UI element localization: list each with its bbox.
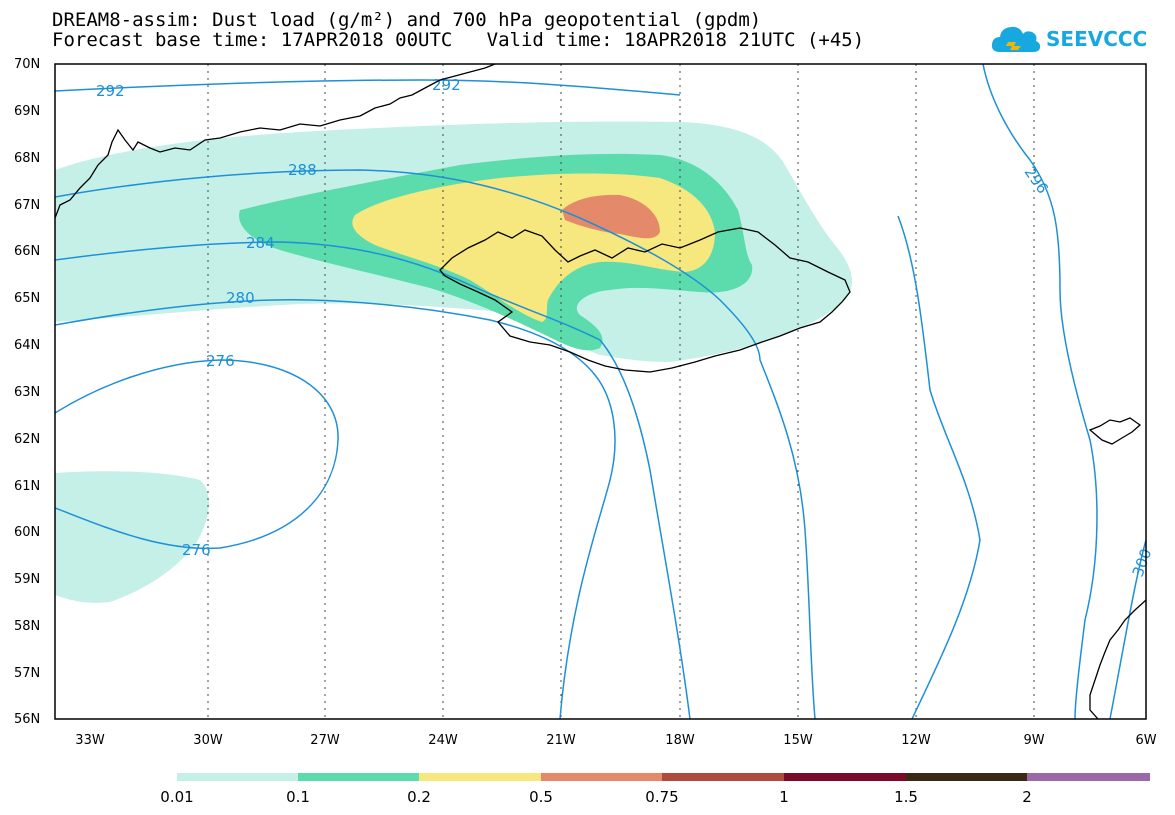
lat-label: 69N — [14, 104, 40, 119]
latitude-labels: 70N 69N 68N 67N 66N 65N 64N 63N 62N 61N … — [14, 57, 40, 727]
legend-label: 1.5 — [894, 788, 918, 806]
lat-label: 58N — [14, 619, 40, 634]
lat-label: 64N — [14, 338, 40, 353]
contour-label-284: 284 — [246, 234, 275, 252]
legend-label: 0.01 — [160, 788, 193, 806]
dust-load-field — [55, 121, 853, 603]
contour-label-300: 300 — [1129, 546, 1156, 579]
legend-label: 1 — [779, 788, 789, 806]
lon-label: 21W — [546, 733, 576, 748]
greenland-coast — [55, 64, 496, 219]
contour-label-280: 280 — [226, 289, 255, 307]
lon-label: 33W — [75, 733, 105, 748]
dust-region-0.01-south — [55, 471, 210, 603]
logo-text: SEEVCCC — [1046, 27, 1148, 51]
contour-label-288: 288 — [288, 161, 317, 179]
contour-288 — [55, 169, 816, 719]
plot-frame — [54, 63, 1147, 720]
faroe-islands — [1088, 417, 1142, 445]
lat-label: 65N — [14, 291, 40, 306]
legend-swatch-4 — [541, 773, 662, 781]
lon-label: 30W — [193, 733, 223, 748]
legend-swatch-1 — [177, 773, 298, 781]
dust-region-0.5 — [562, 194, 660, 239]
legend-label: 2 — [1022, 788, 1032, 806]
lat-label: 66N — [14, 244, 40, 259]
contour-label-276-bottom: 276 — [182, 541, 211, 559]
contour-296 — [982, 64, 1098, 719]
legend-label: 0.2 — [407, 788, 431, 806]
cloud-icon — [991, 26, 1041, 52]
forecast-time-line: Forecast base time: 17APR2018 00UTC Vali… — [52, 29, 865, 51]
lat-label: 60N — [14, 525, 40, 540]
scotland-coast — [1089, 599, 1146, 719]
contour-276-loop — [55, 359, 339, 550]
lat-label: 59N — [14, 572, 40, 587]
legend-swatch-7 — [906, 773, 1027, 781]
legend-swatch-3 — [419, 773, 541, 781]
lon-label: 6W — [1135, 733, 1156, 748]
color-legend: 0.01 0.1 0.2 0.5 0.75 1 1.5 2 — [160, 773, 1150, 806]
lat-label: 61N — [14, 479, 40, 494]
contour-label-292-west: 292 — [96, 82, 125, 100]
logo: SEEVCCC — [990, 18, 1147, 60]
lat-label: 62N — [14, 432, 40, 447]
lat-label: 57N — [14, 666, 40, 681]
legend-label: 0.1 — [286, 788, 310, 806]
legend-swatch-6 — [784, 773, 906, 781]
longitude-labels: 33W 30W 27W 24W 21W 18W 15W 12W 9W 6W — [75, 733, 1156, 748]
legend-swatch-2 — [298, 773, 419, 781]
lon-label: 9W — [1023, 733, 1044, 748]
lat-label: 63N — [14, 385, 40, 400]
lon-label: 12W — [901, 733, 931, 748]
contour-label-276-top: 276 — [206, 352, 235, 370]
contour-292-east — [897, 215, 981, 719]
contour-280 — [55, 299, 616, 719]
lon-label: 24W — [428, 733, 458, 748]
geopotential-contours — [55, 64, 1146, 719]
legend-label: 0.75 — [645, 788, 678, 806]
lat-label: 68N — [14, 151, 40, 166]
legend-swatch-5 — [662, 773, 784, 781]
lat-label: 70N — [14, 57, 40, 72]
legend-label: 0.5 — [529, 788, 553, 806]
lon-label: 18W — [665, 733, 695, 748]
chart-title: DREAM8-assim: Dust load (g/m²) and 700 h… — [52, 9, 762, 31]
lon-label: 15W — [783, 733, 813, 748]
lat-label: 67N — [14, 198, 40, 213]
contour-292 — [55, 79, 681, 96]
coastlines — [55, 64, 1146, 719]
iceland-coast — [439, 227, 851, 373]
legend-swatch-8 — [1027, 773, 1150, 781]
lon-label: 27W — [310, 733, 340, 748]
lat-label: 56N — [14, 712, 40, 727]
contour-284 — [55, 241, 691, 719]
